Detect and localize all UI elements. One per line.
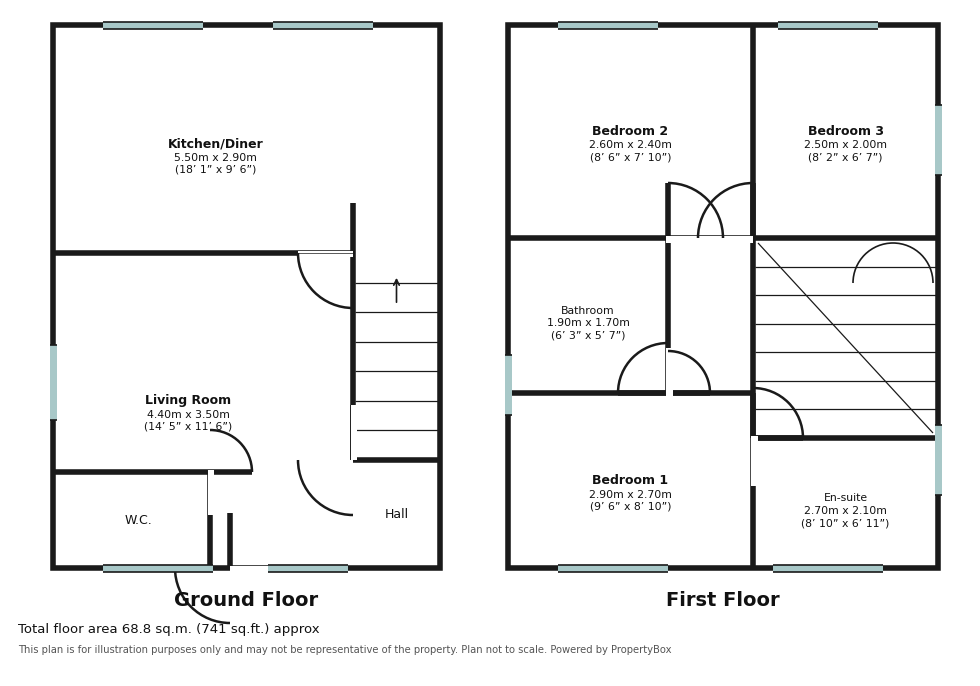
Bar xyxy=(666,348,673,393)
Bar xyxy=(751,436,758,486)
Text: 4.40m x 3.50m: 4.40m x 3.50m xyxy=(147,410,229,420)
Bar xyxy=(268,565,348,572)
Bar xyxy=(268,565,348,572)
Bar xyxy=(558,565,668,572)
Bar xyxy=(505,355,512,415)
Bar xyxy=(230,566,285,572)
Bar xyxy=(505,355,512,415)
Text: Living Room: Living Room xyxy=(145,394,231,407)
Bar xyxy=(558,22,658,29)
Bar xyxy=(508,25,938,568)
Text: 2.90m x 2.70m: 2.90m x 2.70m xyxy=(589,490,672,499)
Bar xyxy=(935,425,942,495)
Text: 2.60m x 2.40m: 2.60m x 2.40m xyxy=(589,141,672,150)
Text: Kitchen/Diner: Kitchen/Diner xyxy=(168,137,264,150)
Bar xyxy=(50,345,57,420)
Bar xyxy=(273,22,373,29)
Bar xyxy=(935,105,942,175)
Bar xyxy=(698,236,753,243)
Text: Bedroom 3: Bedroom 3 xyxy=(808,125,884,138)
Text: (8’ 10” x 6’ 11”): (8’ 10” x 6’ 11”) xyxy=(802,518,890,528)
Bar xyxy=(778,22,878,29)
Text: This plan is for illustration purposes only and may not be representative of the: This plan is for illustration purposes o… xyxy=(18,645,671,655)
Text: Bedroom 2: Bedroom 2 xyxy=(593,125,668,138)
Bar xyxy=(53,25,440,568)
Text: ESTATE AGENTS: ESTATE AGENTS xyxy=(604,296,797,383)
Bar xyxy=(666,236,721,243)
Text: Bedroom 1: Bedroom 1 xyxy=(593,474,668,487)
Text: (8’ 6” x 7’ 10”): (8’ 6” x 7’ 10”) xyxy=(590,152,671,163)
Text: En-suite: En-suite xyxy=(823,493,867,503)
Text: First Floor: First Floor xyxy=(666,591,780,611)
Text: (18’ 1” x 9’ 6”): (18’ 1” x 9’ 6”) xyxy=(174,165,256,174)
Bar xyxy=(103,565,213,572)
Bar xyxy=(208,470,214,515)
Text: 5.50m x 2.90m: 5.50m x 2.90m xyxy=(174,152,257,163)
Text: Bathroom: Bathroom xyxy=(562,305,614,316)
Bar xyxy=(103,565,213,572)
Bar xyxy=(778,22,878,29)
Text: (14’ 5” x 11’ 6”): (14’ 5” x 11’ 6”) xyxy=(144,421,232,431)
Bar xyxy=(351,405,357,460)
Bar xyxy=(773,565,883,572)
Text: PRIME CHOICE: PRIME CHOICE xyxy=(557,234,844,366)
Bar xyxy=(666,391,673,441)
Bar xyxy=(935,105,942,175)
Text: W.C.: W.C. xyxy=(124,514,152,526)
Bar xyxy=(935,425,942,495)
Text: PRIME CHOICE: PRIME CHOICE xyxy=(101,224,389,356)
Bar xyxy=(773,565,883,572)
Bar xyxy=(273,22,373,29)
Text: (9’ 6” x 8’ 10”): (9’ 6” x 8’ 10”) xyxy=(590,501,671,512)
Text: (8’ 2” x 6’ 7”): (8’ 2” x 6’ 7”) xyxy=(808,152,883,163)
Bar xyxy=(50,345,57,420)
Text: Hall: Hall xyxy=(384,508,409,521)
Text: 1.90m x 1.70m: 1.90m x 1.70m xyxy=(547,318,629,329)
Text: 2.70m x 2.10m: 2.70m x 2.10m xyxy=(804,506,887,516)
Bar xyxy=(103,22,203,29)
Bar xyxy=(558,565,668,572)
Bar xyxy=(103,22,203,29)
Text: (6’ 3” x 5’ 7”): (6’ 3” x 5’ 7”) xyxy=(551,331,625,340)
Text: ESTATE AGENTS: ESTATE AGENTS xyxy=(148,287,342,373)
Text: 2.50m x 2.00m: 2.50m x 2.00m xyxy=(804,141,887,150)
Bar xyxy=(298,251,353,257)
Bar xyxy=(558,22,658,29)
Text: Total floor area 68.8 sq.m. (741 sq.ft.) approx: Total floor area 68.8 sq.m. (741 sq.ft.)… xyxy=(18,624,319,637)
Text: Ground Floor: Ground Floor xyxy=(174,591,318,611)
